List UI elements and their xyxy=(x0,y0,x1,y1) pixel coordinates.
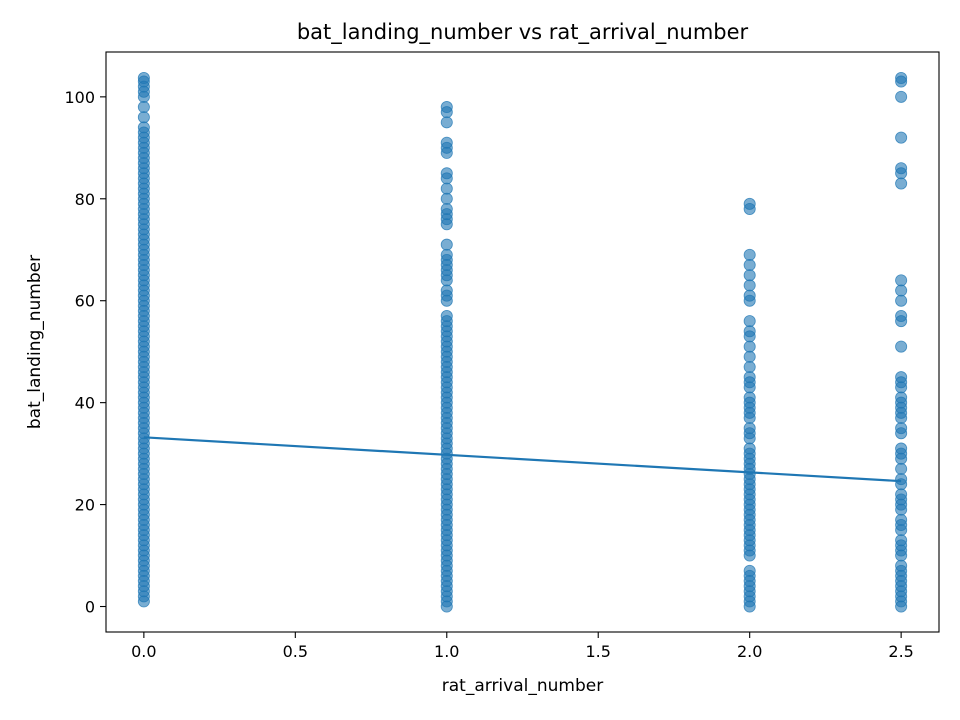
scatter-point xyxy=(743,289,756,302)
scatter-point xyxy=(743,325,756,338)
scatter-point xyxy=(743,422,756,435)
scatter-point xyxy=(743,564,756,577)
scatter-point xyxy=(743,371,756,384)
y-axis-ticks: 0 20 40 60 80 100 xyxy=(64,88,106,617)
x-tick-label: 0.0 xyxy=(131,642,156,661)
scatter-point xyxy=(895,422,908,435)
scatter-point xyxy=(743,279,756,292)
x-tick-label: 1.5 xyxy=(586,642,611,661)
scatter-point xyxy=(743,315,756,328)
scatter-point xyxy=(895,177,908,190)
x-tick-label: 0.5 xyxy=(283,642,308,661)
scatter-point xyxy=(743,197,756,210)
scatter-point xyxy=(743,248,756,261)
scatter-point xyxy=(440,116,453,129)
scatter-point xyxy=(440,238,453,251)
scatter-point xyxy=(895,559,908,572)
scatter-point xyxy=(895,310,908,323)
scatter-point xyxy=(895,473,908,486)
y-axis-label: bat_landing_number xyxy=(25,255,45,429)
scatter-point xyxy=(895,162,908,175)
x-tick-label: 2.5 xyxy=(888,642,913,661)
chart-title: bat_landing_number vs rat_arrival_number xyxy=(297,20,749,45)
scatter-point xyxy=(743,259,756,272)
scatter-point xyxy=(895,71,908,84)
y-tick-label: 80 xyxy=(75,190,95,209)
scatter-point xyxy=(743,360,756,373)
plot-frame xyxy=(105,51,940,633)
scatter-point xyxy=(440,310,453,323)
scatter-point xyxy=(137,121,150,134)
scatter-point xyxy=(440,101,453,114)
scatter-point xyxy=(137,71,150,84)
x-tick-label: 2.0 xyxy=(737,642,762,661)
trend-line xyxy=(143,436,902,483)
x-axis-label: rat_arrival_number xyxy=(442,676,603,696)
scatter-point xyxy=(895,462,908,475)
scatter-point xyxy=(440,136,453,149)
x-axis-ticks: 0.0 0.5 1.0 1.5 2.0 2.5 xyxy=(131,632,914,661)
scatter-point xyxy=(743,442,756,455)
scatter-point xyxy=(895,340,908,353)
scatter-point xyxy=(440,182,453,195)
scatter-point xyxy=(895,488,908,501)
scatter-point xyxy=(895,391,908,404)
scatter-point xyxy=(895,371,908,384)
y-tick-label: 60 xyxy=(75,292,95,311)
scatter-point xyxy=(895,90,908,103)
scatter-point xyxy=(743,391,756,404)
y-tick-label: 0 xyxy=(85,598,95,617)
scatter-point xyxy=(895,534,908,547)
scatter-point xyxy=(440,192,453,205)
scatter-point xyxy=(440,167,453,180)
scatter-point xyxy=(895,274,908,287)
scatter-points xyxy=(137,71,908,613)
trend-line-layer xyxy=(143,436,902,483)
y-tick-label: 40 xyxy=(75,394,95,413)
scatter-point xyxy=(895,513,908,526)
scatter-point xyxy=(137,101,150,114)
y-tick-label: 100 xyxy=(64,88,95,107)
scatter-point xyxy=(895,131,908,144)
scatter-point xyxy=(440,202,453,215)
y-tick-label: 20 xyxy=(75,496,95,515)
scatter-point xyxy=(137,111,150,124)
x-tick-label: 1.0 xyxy=(434,642,459,661)
scatter-point xyxy=(743,269,756,282)
scatter-point xyxy=(895,284,908,297)
scatter-point xyxy=(743,350,756,363)
scatter-point xyxy=(440,284,453,297)
scatter-point xyxy=(440,248,453,261)
scatter-point xyxy=(895,294,908,307)
scatter-point xyxy=(743,340,756,353)
scatter-point xyxy=(895,442,908,455)
